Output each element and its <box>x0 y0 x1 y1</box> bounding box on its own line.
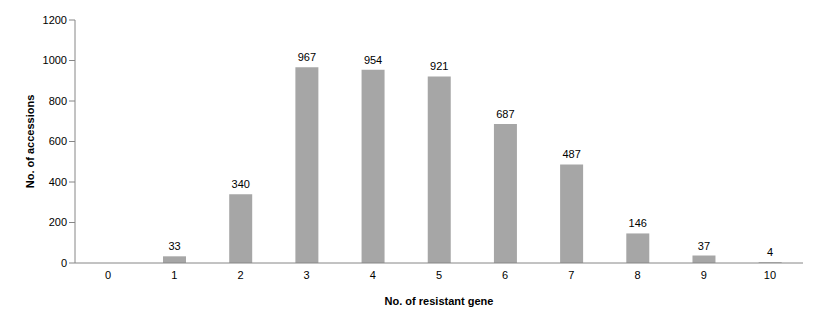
svg-text:1200: 1200 <box>43 14 67 26</box>
svg-text:0: 0 <box>105 269 111 281</box>
svg-text:9: 9 <box>701 269 707 281</box>
svg-text:7: 7 <box>568 269 574 281</box>
svg-text:400: 400 <box>49 176 67 188</box>
svg-text:146: 146 <box>629 217 647 229</box>
svg-text:340: 340 <box>232 178 250 190</box>
svg-text:4: 4 <box>767 246 773 258</box>
svg-text:600: 600 <box>49 135 67 147</box>
svg-text:954: 954 <box>364 54 382 66</box>
svg-text:5: 5 <box>436 269 442 281</box>
svg-text:6: 6 <box>502 269 508 281</box>
svg-text:687: 687 <box>496 108 514 120</box>
svg-text:921: 921 <box>430 60 448 72</box>
svg-text:0: 0 <box>61 257 67 269</box>
svg-text:1000: 1000 <box>43 54 67 66</box>
svg-text:967: 967 <box>298 51 316 63</box>
svg-text:2: 2 <box>237 269 243 281</box>
svg-text:37: 37 <box>698 240 710 252</box>
svg-text:8: 8 <box>634 269 640 281</box>
svg-text:4: 4 <box>370 269 376 281</box>
svg-text:800: 800 <box>49 95 67 107</box>
svg-text:No. of resistant gene: No. of resistant gene <box>385 295 494 307</box>
svg-text:200: 200 <box>49 216 67 228</box>
svg-text:3: 3 <box>304 269 310 281</box>
svg-text:No. of accessions: No. of accessions <box>24 95 36 189</box>
svg-text:33: 33 <box>168 240 180 252</box>
svg-text:1: 1 <box>171 269 177 281</box>
svg-text:10: 10 <box>764 269 776 281</box>
svg-text:487: 487 <box>562 148 580 160</box>
